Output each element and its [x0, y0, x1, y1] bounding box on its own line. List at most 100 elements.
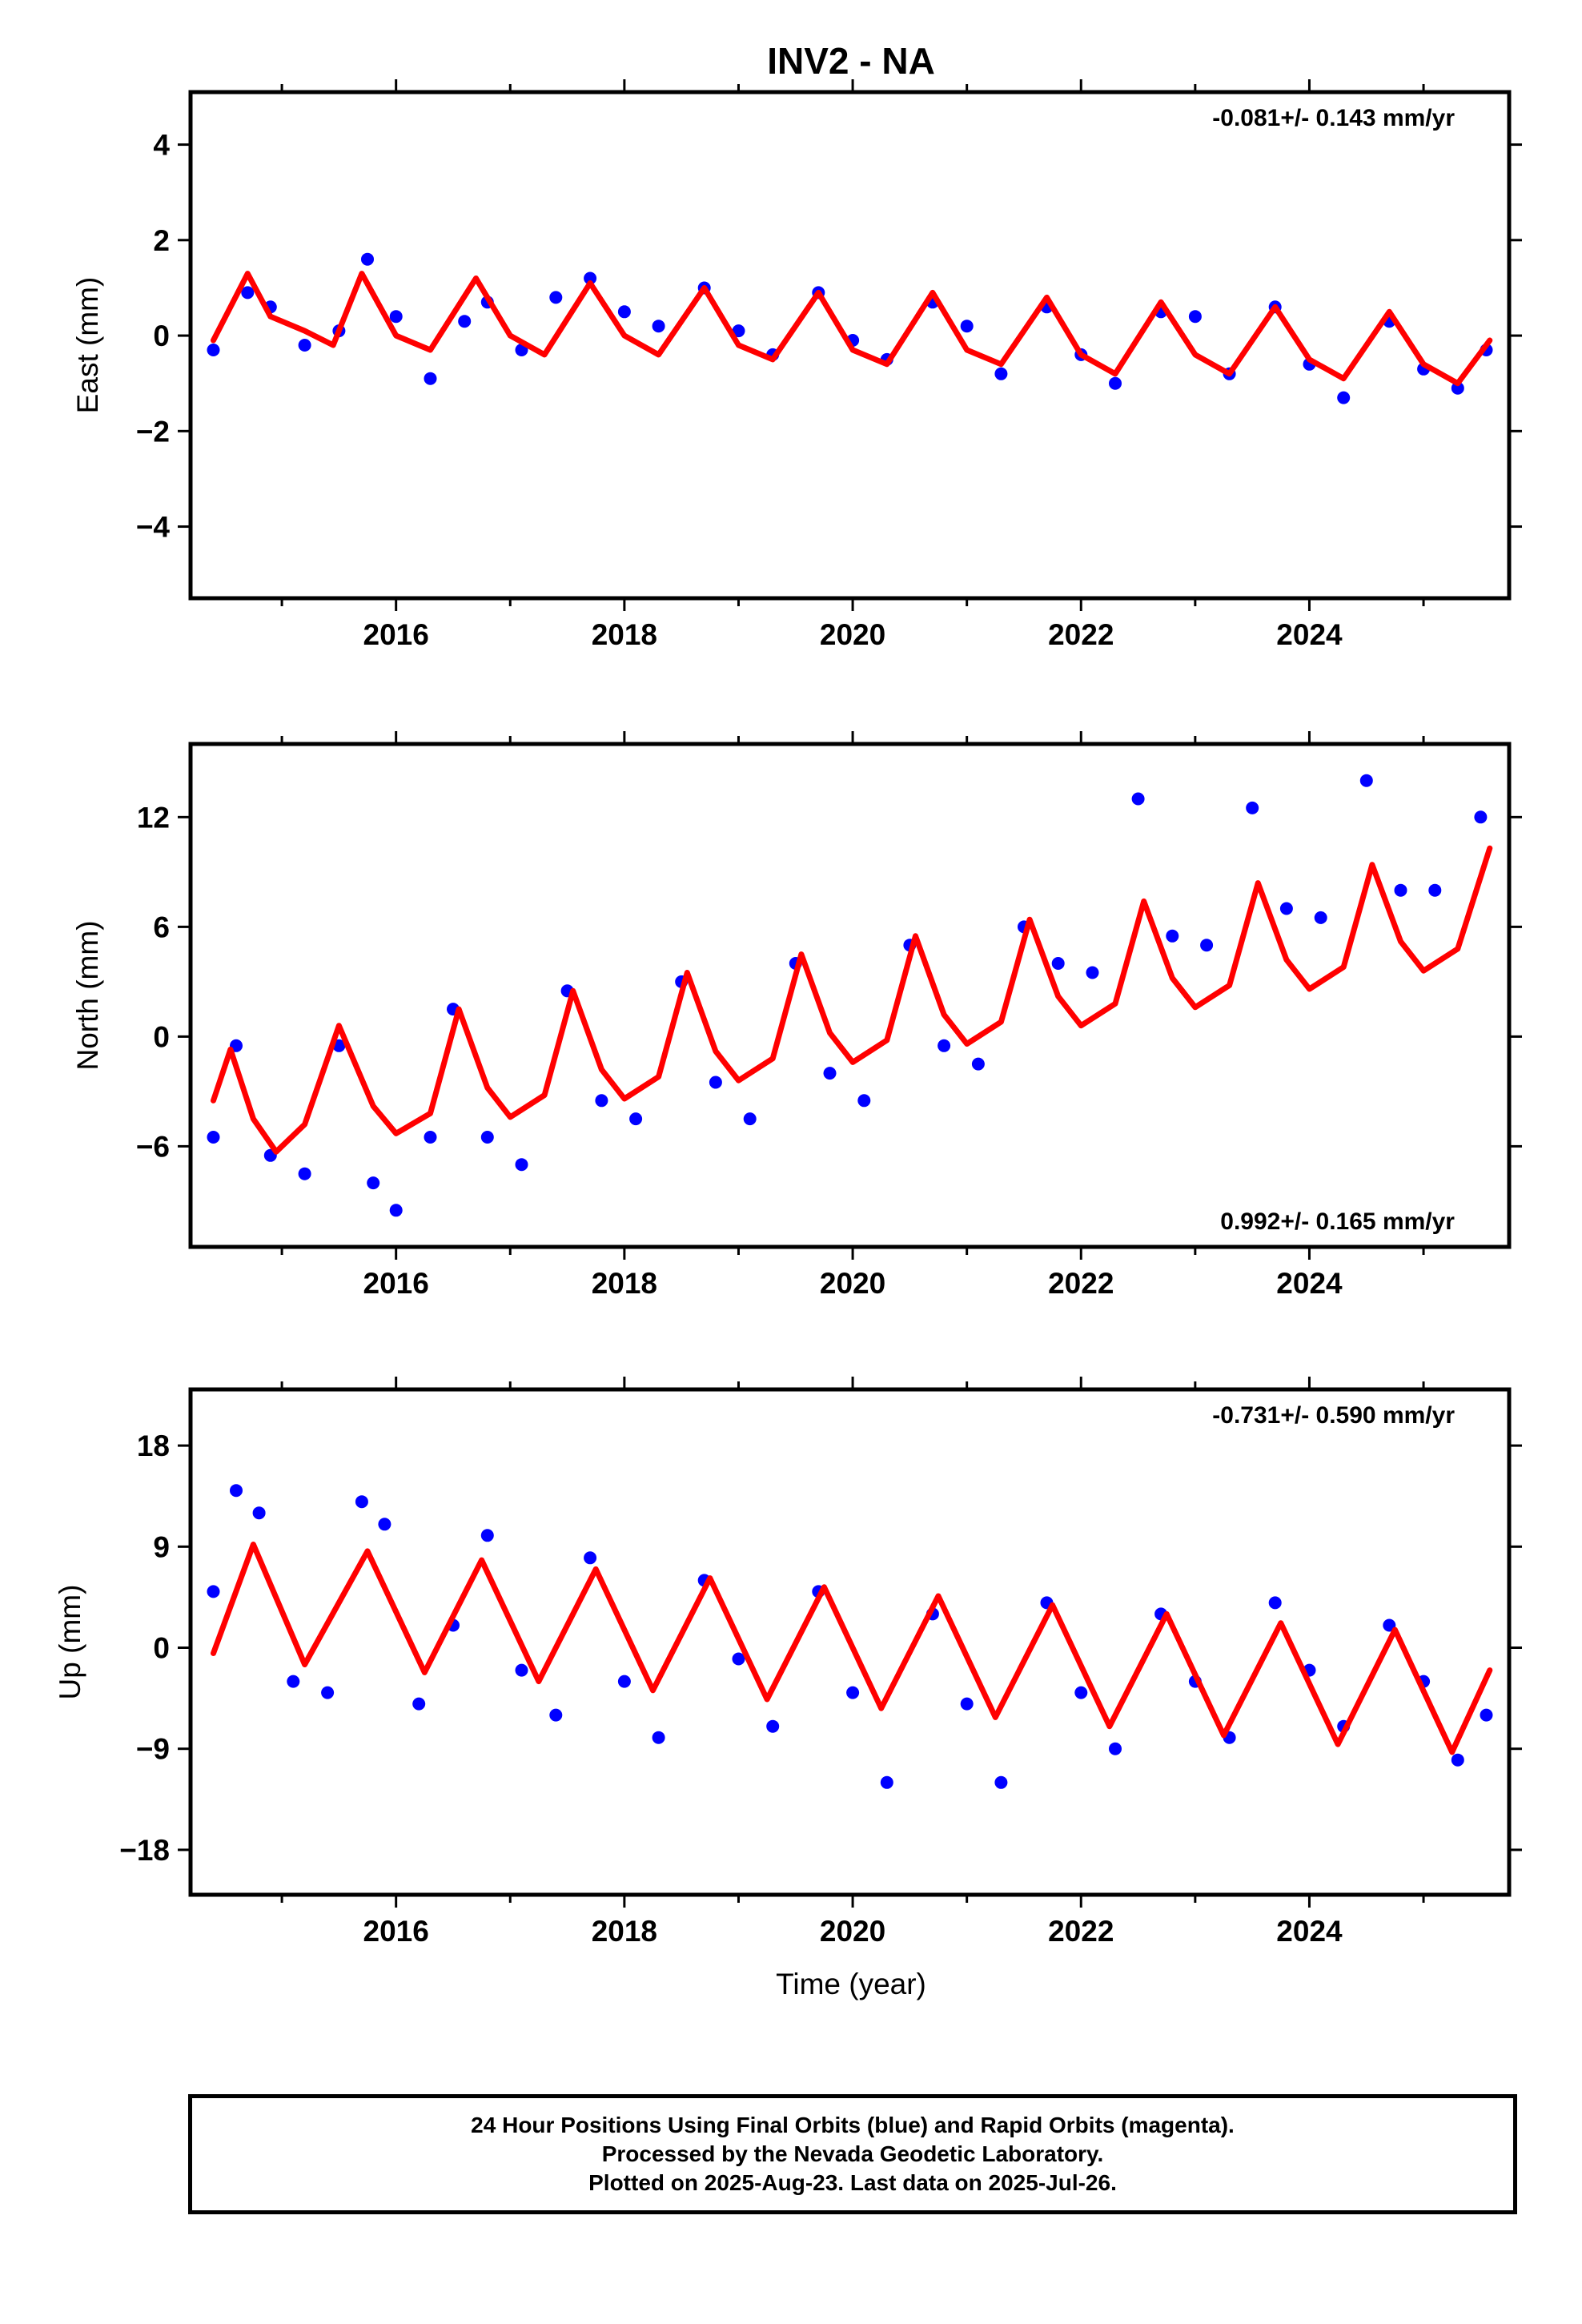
north-data-point	[1279, 902, 1293, 915]
north-data-point	[1200, 939, 1214, 952]
up-data-layer	[207, 1484, 1493, 1789]
north-x-tick-label: 2024	[1276, 1267, 1343, 1300]
footer-line-3: Plotted on 2025-Aug-23. Last data on 202…	[588, 2170, 1117, 2195]
north-data-point	[1086, 966, 1099, 979]
up-data-point	[960, 1697, 974, 1711]
north-data-point	[1166, 929, 1179, 943]
north-data-point	[424, 1131, 437, 1144]
east-data-point	[389, 310, 403, 324]
up-data-point	[378, 1518, 391, 1531]
up-data-point	[412, 1697, 426, 1711]
north-fit-curve	[211, 845, 1493, 1155]
up-data-point	[1074, 1686, 1088, 1699]
north-data-point	[298, 1167, 311, 1180]
east-y-tick-label: −4	[136, 511, 171, 544]
up-data-point	[617, 1675, 631, 1688]
up-data-point	[355, 1495, 368, 1509]
up-data-point	[230, 1484, 243, 1498]
up-y-tick-label: 0	[153, 1632, 170, 1665]
footer-line-1: 24 Hour Positions Using Final Orbits (bl…	[471, 2113, 1235, 2137]
up-data-point	[549, 1708, 563, 1722]
east-data-point	[1337, 391, 1351, 404]
east-data-point	[732, 324, 745, 338]
north-data-point	[480, 1131, 494, 1144]
north-panel: 2016 2018 2020 2022 2024 −6 0 6 12 North (mm) 0.99…	[71, 731, 1522, 1300]
north-x-tick-label: 2016	[363, 1267, 429, 1300]
north-data-point	[367, 1176, 380, 1190]
up-data-point	[994, 1775, 1008, 1789]
east-data-point	[1109, 376, 1122, 390]
east-y-axis-title: East (mm)	[71, 277, 104, 414]
up-x-tick-label: 2022	[1048, 1915, 1114, 1948]
north-data-point	[1474, 810, 1488, 824]
north-y-axis-title: North (mm)	[71, 920, 104, 1070]
east-data-point	[1451, 381, 1464, 395]
north-data-point	[515, 1158, 528, 1172]
up-data-point	[1451, 1753, 1464, 1767]
north-data-point	[389, 1204, 403, 1217]
up-plot-frame	[188, 1387, 1512, 1897]
north-data-point	[857, 1094, 871, 1108]
up-data-point	[652, 1731, 665, 1744]
north-data-point	[1131, 792, 1145, 806]
east-data-point	[584, 271, 597, 285]
east-x-tick-label: 2016	[363, 618, 429, 651]
up-data-point	[1109, 1742, 1122, 1755]
east-y-tick-label: 2	[153, 224, 170, 257]
east-panel: 2016 2018 2020 2022 2024 −4 −2 0 2 4 East (mm) -0.0…	[71, 79, 1522, 651]
east-data-point	[424, 372, 437, 385]
up-y-tick-label: 18	[137, 1429, 170, 1462]
east-y-tick-label: −2	[136, 415, 170, 448]
east-y-tick-label: 0	[153, 320, 170, 352]
east-data-point	[994, 367, 1008, 380]
east-x-tick-label: 2020	[820, 618, 885, 651]
east-y-tick-label: 4	[153, 129, 170, 162]
up-x-tick-label: 2018	[592, 1915, 657, 1948]
east-fit-curve	[211, 271, 1493, 387]
up-data-point	[584, 1551, 597, 1565]
east-data-point	[207, 344, 220, 356]
east-x-tick-label: 2018	[592, 618, 657, 651]
east-data-point	[298, 339, 311, 352]
east-data-point	[241, 286, 255, 300]
up-y-tick-label: −9	[136, 1733, 170, 1766]
up-y-tick-label: −18	[119, 1834, 170, 1867]
up-y-tick-label: 9	[153, 1530, 170, 1563]
north-plot-frame	[188, 742, 1512, 1249]
up-x-tick-label: 2024	[1276, 1915, 1343, 1948]
x-axis-title: Time (year)	[776, 1968, 926, 2000]
up-data-point	[766, 1719, 780, 1733]
page-title: INV2 - NA	[767, 40, 935, 82]
up-data-point	[732, 1652, 745, 1666]
east-plot-frame	[188, 90, 1512, 601]
north-data-point	[1314, 911, 1327, 924]
east-data-point	[549, 291, 563, 304]
north-y-tick-label: 0	[153, 1020, 170, 1053]
east-data-point	[617, 305, 631, 319]
up-data-point	[207, 1585, 220, 1598]
up-data-point	[252, 1506, 266, 1520]
north-data-point	[595, 1094, 608, 1108]
east-data-point	[1188, 310, 1202, 324]
up-x-tick-label: 2016	[363, 1915, 429, 1948]
east-data-point	[361, 252, 374, 266]
east-data-point	[652, 320, 665, 333]
up-panel: 2016 2018 2020 2022 2024 −18 −9 0 9 18 Up (mm) -0.7…	[54, 1377, 1522, 1948]
north-data-point	[207, 1131, 220, 1144]
north-data-point	[1394, 883, 1407, 897]
east-x-tick-label: 2022	[1048, 618, 1114, 651]
up-fit-curve	[211, 1542, 1493, 1755]
north-y-tick-label: 12	[137, 801, 170, 834]
north-y-tick-label: 6	[153, 911, 170, 943]
east-data-point	[960, 320, 974, 333]
north-rate-label: 0.992+/- 0.165 mm/yr	[1220, 1208, 1455, 1235]
north-y-tick-label: −6	[136, 1130, 170, 1163]
east-data-point	[458, 315, 472, 328]
footer-line-2: Processed by the Nevada Geodetic Laborat…	[601, 2141, 1104, 2166]
up-data-point	[287, 1675, 300, 1688]
north-x-tick-label: 2022	[1048, 1267, 1114, 1300]
up-x-tick-label: 2020	[820, 1915, 885, 1948]
up-y-axis-title: Up (mm)	[54, 1585, 86, 1700]
up-data-point	[480, 1529, 494, 1542]
